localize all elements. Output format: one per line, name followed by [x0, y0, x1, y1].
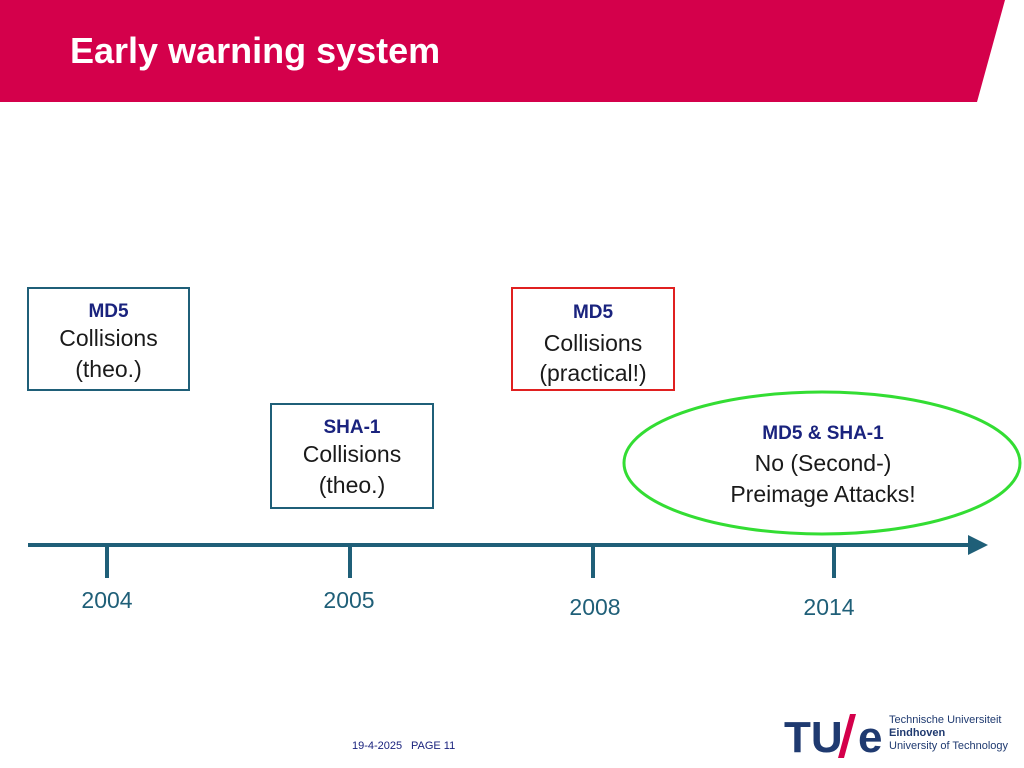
university-name: Technische Universiteit Eindhoven Univer… [889, 714, 1008, 753]
tue-logo-icon: TU e [784, 713, 882, 760]
footer-date: 19-4-2025 [352, 740, 403, 752]
logo-line-1: Technische Universiteit [889, 714, 1002, 726]
box-line: Collisions [59, 325, 158, 351]
header-band [0, 0, 1005, 102]
box-line: (practical!) [539, 360, 647, 386]
ellipse-line: No (Second-) [754, 450, 892, 476]
box-line: (theo.) [318, 472, 386, 498]
year-label-2014: 2014 [803, 594, 855, 620]
svg-text:TU: TU [784, 713, 843, 760]
timeline-arrow-head [968, 535, 988, 555]
year-label-2005: 2005 [323, 587, 375, 613]
sha1-theo-box: SHA-1 Collisions (theo.) [270, 403, 434, 509]
footer-page-number: PAGE 11 [411, 740, 456, 752]
svg-text:e: e [858, 713, 882, 760]
highlight-ellipse [622, 390, 1022, 536]
md5-sha1-preimage-text: MD5 & SHA-1 No (Second-) Preimage Attack… [688, 420, 958, 510]
logo-line-2: Eindhoven [889, 727, 946, 739]
box-line: Collisions [543, 330, 643, 356]
logo-line-3: University of Technology [889, 740, 1009, 752]
ellipse-heading: MD5 & SHA-1 [762, 423, 884, 444]
box-heading: MD5 [88, 301, 129, 322]
box-line: Collisions [302, 441, 402, 467]
ellipse-line: Preimage Attacks! [730, 481, 916, 507]
box-heading: SHA-1 [323, 417, 381, 438]
md5-practical-box: MD5 Collisions (practical!) [511, 287, 675, 391]
year-label-2008: 2008 [569, 594, 621, 620]
box-heading: MD5 [572, 302, 614, 323]
page-title: Early warning system [70, 30, 441, 71]
year-label-2004: 2004 [81, 587, 133, 613]
md5-theo-box: MD5 Collisions (theo.) [27, 287, 190, 391]
box-line: (theo.) [75, 356, 142, 382]
